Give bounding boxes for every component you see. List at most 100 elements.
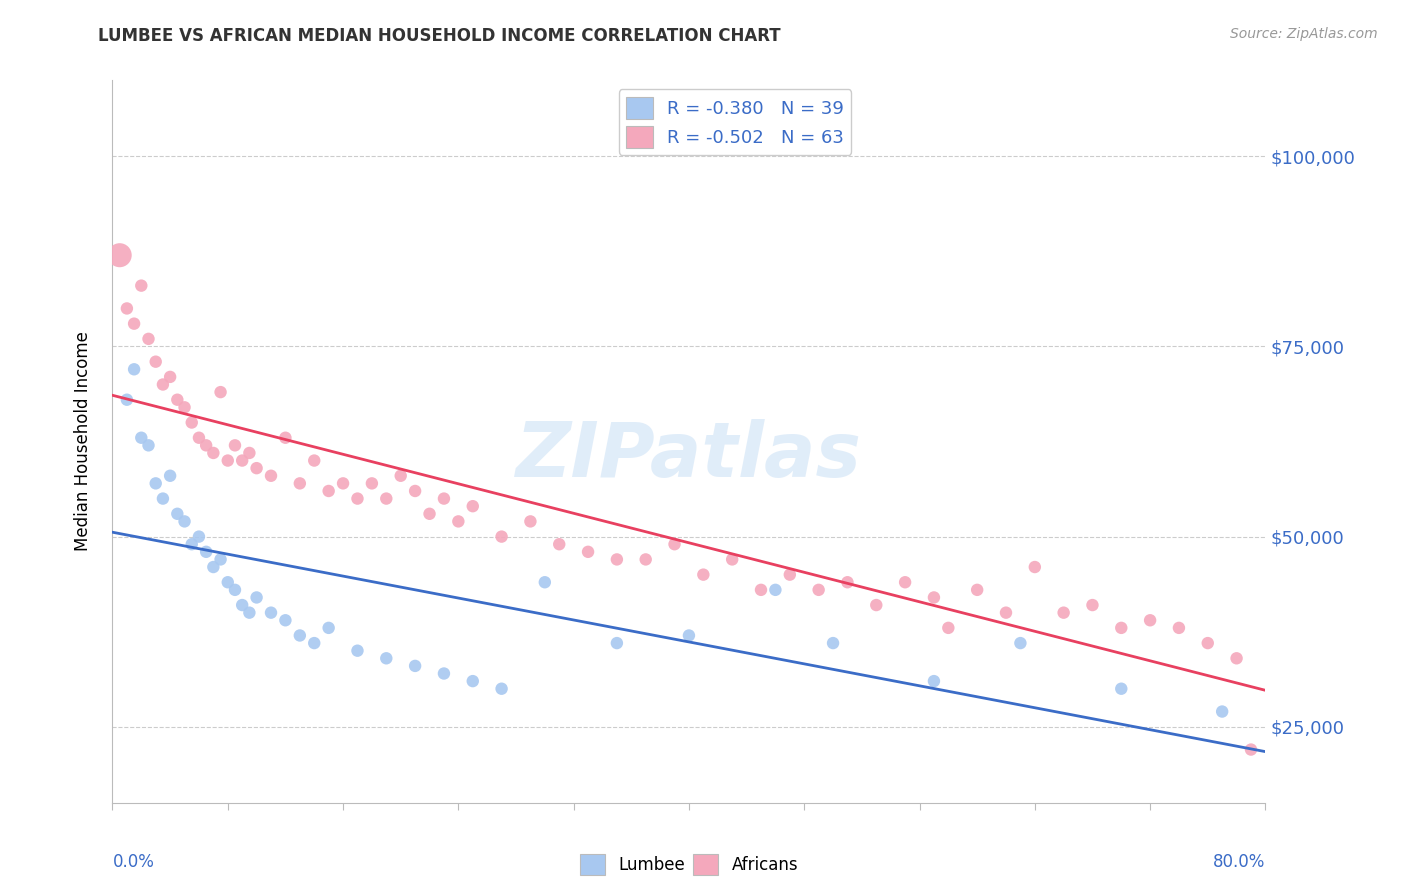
Point <box>922 591 945 605</box>
Point <box>938 621 960 635</box>
Point <box>188 431 211 445</box>
Point <box>318 621 340 635</box>
Point <box>389 468 412 483</box>
Point <box>634 552 657 566</box>
Point <box>246 591 269 605</box>
Point <box>238 446 260 460</box>
Point <box>217 453 239 467</box>
Point <box>188 530 211 544</box>
Point <box>159 370 181 384</box>
Point <box>995 606 1018 620</box>
Point <box>678 628 700 642</box>
Point <box>606 552 628 566</box>
Point <box>779 567 801 582</box>
Point <box>1211 705 1233 719</box>
Point <box>576 545 599 559</box>
Point <box>231 598 253 612</box>
Point <box>260 468 283 483</box>
Point <box>433 666 456 681</box>
Point <box>491 681 513 696</box>
Point <box>129 431 153 445</box>
Point <box>375 651 398 665</box>
Point <box>129 278 153 293</box>
Point <box>152 377 174 392</box>
Point <box>304 453 326 467</box>
Point <box>1024 560 1046 574</box>
Point <box>138 438 160 452</box>
Point <box>922 674 945 689</box>
Point <box>692 567 714 582</box>
Point <box>180 416 202 430</box>
Point <box>1111 681 1133 696</box>
Point <box>166 392 188 407</box>
Point <box>1111 621 1133 635</box>
Point <box>246 461 269 475</box>
Point <box>202 560 225 574</box>
Point <box>807 582 830 597</box>
Point <box>122 362 145 376</box>
Point <box>195 438 218 452</box>
Point <box>288 476 311 491</box>
Point <box>404 659 426 673</box>
Legend: Lumbee, Africans: Lumbee, Africans <box>574 847 804 881</box>
Point <box>173 515 195 529</box>
Point <box>231 453 253 467</box>
Point <box>152 491 174 506</box>
Point <box>217 575 239 590</box>
Point <box>749 582 772 597</box>
Point <box>966 582 988 597</box>
Point <box>1010 636 1032 650</box>
Point <box>173 401 195 415</box>
Text: LUMBEE VS AFRICAN MEDIAN HOUSEHOLD INCOME CORRELATION CHART: LUMBEE VS AFRICAN MEDIAN HOUSEHOLD INCOM… <box>98 27 782 45</box>
Point <box>664 537 686 551</box>
Text: 0.0%: 0.0% <box>112 854 155 871</box>
Y-axis label: Median Household Income: Median Household Income <box>73 332 91 551</box>
Point <box>318 483 340 498</box>
Point <box>195 545 218 559</box>
Text: Source: ZipAtlas.com: Source: ZipAtlas.com <box>1230 27 1378 41</box>
Point <box>519 515 541 529</box>
Point <box>1168 621 1191 635</box>
Point <box>224 438 246 452</box>
Point <box>238 606 260 620</box>
Point <box>166 507 188 521</box>
Point <box>1053 606 1076 620</box>
Point <box>159 468 181 483</box>
Point <box>274 431 297 445</box>
Point <box>108 248 131 262</box>
Point <box>224 582 246 597</box>
Point <box>1240 742 1263 756</box>
Point <box>209 385 232 400</box>
Point <box>260 606 283 620</box>
Point <box>461 674 484 689</box>
Point <box>209 552 232 566</box>
Text: 80.0%: 80.0% <box>1213 854 1265 871</box>
Point <box>765 582 787 597</box>
Point <box>115 301 138 316</box>
Point <box>1081 598 1104 612</box>
Point <box>122 317 145 331</box>
Point <box>404 483 426 498</box>
Point <box>346 491 368 506</box>
Point <box>375 491 398 506</box>
Point <box>433 491 456 506</box>
Point <box>180 537 202 551</box>
Point <box>361 476 384 491</box>
Point <box>461 499 484 513</box>
Point <box>721 552 744 566</box>
Point <box>1139 613 1161 627</box>
Point <box>274 613 297 627</box>
Point <box>837 575 859 590</box>
Point <box>419 507 441 521</box>
Text: ZIPatlas: ZIPatlas <box>516 419 862 493</box>
Point <box>115 392 138 407</box>
Point <box>138 332 160 346</box>
Point <box>145 354 167 368</box>
Point <box>304 636 326 650</box>
Point <box>332 476 354 491</box>
Point <box>1226 651 1249 665</box>
Point <box>491 530 513 544</box>
Point <box>865 598 887 612</box>
Point <box>606 636 628 650</box>
Point <box>1197 636 1219 650</box>
